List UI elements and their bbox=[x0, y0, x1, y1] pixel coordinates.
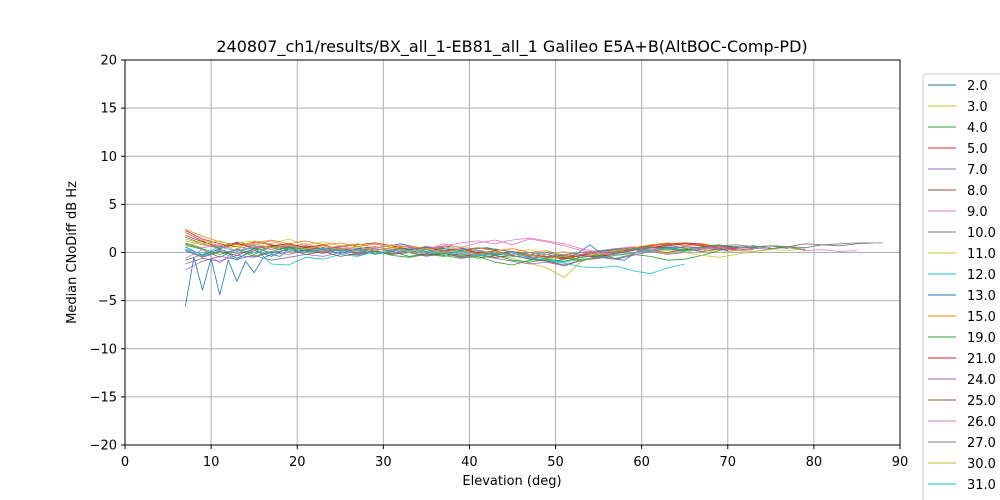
legend-label: 5.0 bbox=[967, 142, 988, 157]
x-tick-label: 50 bbox=[547, 455, 564, 470]
axis-ticks: 0 10 20 30 40 50 60 70 80 90 −20 −15 −10 −5 0 5 10 15 20 bbox=[90, 54, 909, 471]
series-lines bbox=[184, 229, 883, 307]
legend-label: 26.0 bbox=[967, 415, 996, 430]
y-tick-label: −15 bbox=[90, 390, 117, 405]
x-tick-label: 10 bbox=[203, 455, 220, 470]
series-line-2.0 bbox=[184, 243, 728, 307]
legend-label: 4.0 bbox=[967, 121, 988, 136]
legend-label: 7.0 bbox=[967, 163, 988, 178]
chart-title: 240807_ch1/results/BX_all_1-EB81_all_1 G… bbox=[216, 37, 807, 57]
y-tick-label: −5 bbox=[98, 294, 117, 309]
series-line-15.0 bbox=[185, 229, 720, 256]
y-tick-label: 20 bbox=[100, 54, 117, 69]
series-line-27.0 bbox=[185, 242, 883, 261]
legend-label: 27.0 bbox=[967, 436, 996, 451]
series-line-19.0 bbox=[185, 243, 806, 263]
legend-label: 3.0 bbox=[967, 100, 988, 115]
legend-label: 21.0 bbox=[967, 352, 996, 367]
x-tick-label: 40 bbox=[461, 455, 478, 470]
legend-label: 24.0 bbox=[967, 373, 996, 388]
legend-label: 2.0 bbox=[967, 79, 988, 94]
x-tick-label: 90 bbox=[892, 455, 909, 470]
series-line-13.0 bbox=[185, 246, 702, 259]
legend-label: 9.0 bbox=[967, 205, 988, 220]
legend-label: 11.0 bbox=[967, 247, 996, 262]
x-tick-label: 20 bbox=[289, 455, 306, 470]
legend: 2.0 3.0 4.0 5.0 7.0 8.0 9.0 10.0 11.0 12.0 13.0 15.… bbox=[922, 73, 1000, 500]
legend-label: 12.0 bbox=[967, 268, 996, 283]
legend-label: 31.0 bbox=[967, 478, 996, 493]
legend-label: 13.0 bbox=[967, 289, 996, 304]
x-tick-label: 70 bbox=[720, 455, 737, 470]
legend-label: 10.0 bbox=[967, 226, 996, 241]
x-tick-label: 60 bbox=[633, 455, 650, 470]
x-tick-label: 80 bbox=[806, 455, 823, 470]
y-axis-label: Median CNoDiff dB Hz bbox=[65, 181, 80, 324]
y-tick-label: 15 bbox=[100, 102, 117, 117]
series-line-30.0 bbox=[185, 238, 771, 261]
y-tick-label: 5 bbox=[109, 198, 117, 213]
y-tick-label: 0 bbox=[109, 246, 117, 261]
series-line-9.0 bbox=[185, 238, 857, 264]
legend-label: 15.0 bbox=[967, 310, 996, 325]
x-tick-label: 30 bbox=[375, 455, 392, 470]
series-line-11.0 bbox=[185, 238, 806, 258]
y-tick-label: −10 bbox=[90, 342, 117, 357]
legend-label: 25.0 bbox=[967, 394, 996, 409]
y-tick-label: −20 bbox=[90, 439, 117, 454]
legend-label: 8.0 bbox=[967, 184, 988, 199]
legend-label: 19.0 bbox=[967, 331, 996, 346]
legend-label: 30.0 bbox=[967, 457, 996, 472]
x-axis-label: Elevation (deg) bbox=[462, 474, 561, 489]
legend-box bbox=[922, 73, 1000, 500]
series-line-31.0 bbox=[185, 246, 702, 263]
y-tick-label: 10 bbox=[100, 150, 117, 165]
x-tick-label: 0 bbox=[121, 455, 129, 470]
